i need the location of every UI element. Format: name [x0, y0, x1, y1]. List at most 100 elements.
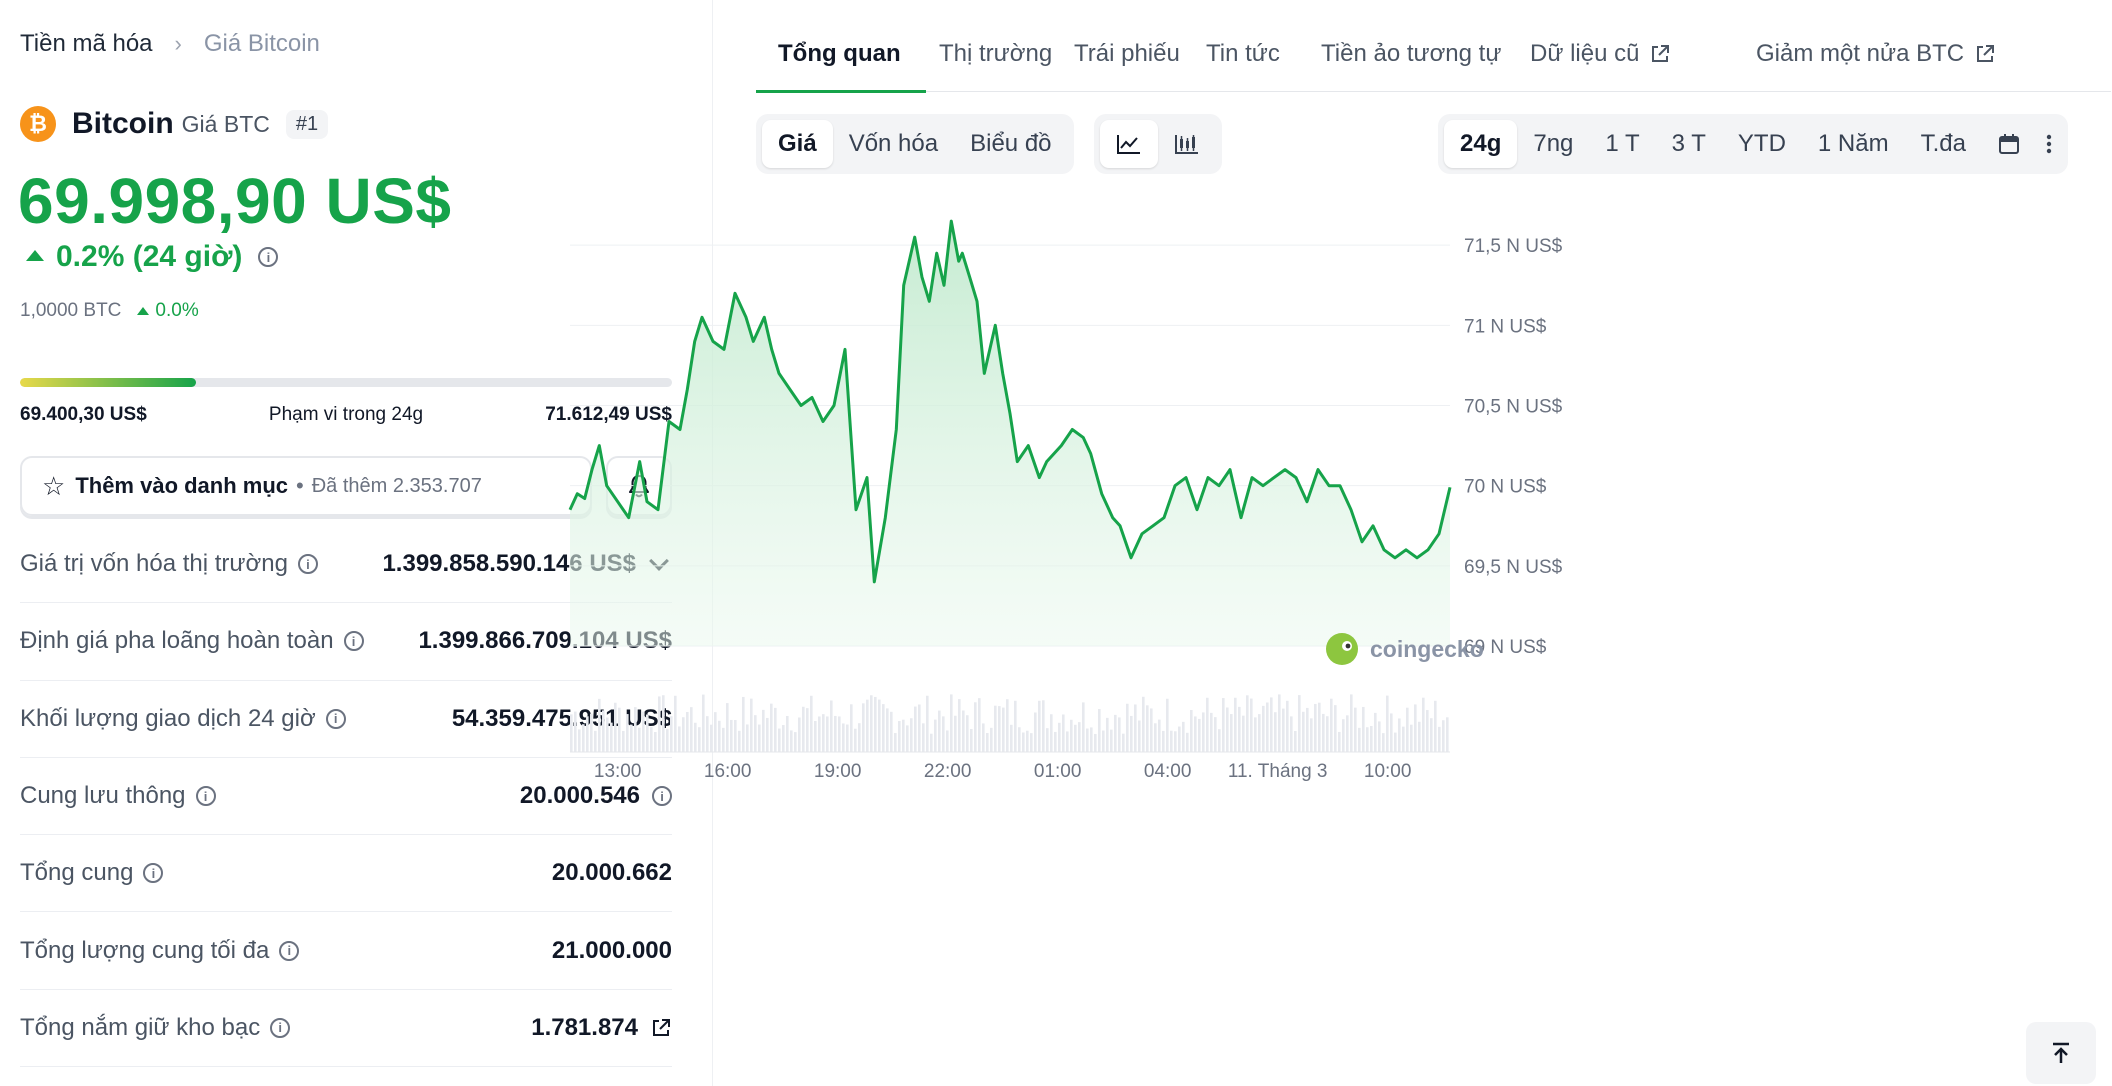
volume-bar — [914, 706, 917, 752]
price-chart[interactable]: 72 N US$71,5 N US$71 N US$70,5 N US$70 N… — [556, 156, 1912, 1086]
volume-bar — [634, 707, 637, 752]
info-icon[interactable]: i — [270, 1017, 291, 1038]
volume-bar — [1030, 733, 1033, 752]
tab-news[interactable]: Tin tức — [1206, 40, 1280, 68]
volume-bar — [742, 696, 745, 752]
info-icon[interactable]: i — [143, 863, 164, 884]
mode-price[interactable]: Giá — [762, 120, 833, 168]
info-icon[interactable]: i — [279, 940, 300, 961]
volume-bar — [802, 706, 805, 752]
volume-bar — [882, 704, 885, 752]
info-icon[interactable]: i — [297, 554, 318, 575]
range-max[interactable]: T.đa — [1920, 130, 1966, 157]
x-tick-label: 16:00 — [704, 761, 752, 782]
volume-bar — [646, 714, 649, 752]
mode-market-cap[interactable]: Vốn hóa — [848, 130, 939, 157]
volume-bar — [926, 695, 929, 752]
range-low: 69.400,30 US$ — [20, 404, 147, 425]
range-24h[interactable]: 24g — [1444, 120, 1518, 168]
mode-chart[interactable]: Biểu đồ — [970, 130, 1052, 157]
volume-bar — [1090, 727, 1093, 752]
triangle-up-icon — [26, 249, 44, 261]
volume-bar — [1058, 722, 1061, 752]
volume-bar — [834, 715, 837, 752]
volume-bar — [830, 700, 833, 752]
volume-bar — [994, 705, 997, 752]
volume-bar — [570, 714, 573, 752]
coingecko-wordmark: coingecko — [1370, 636, 1484, 662]
tab-btc-halving[interactable]: Giảm một nửa BTC — [1756, 40, 1996, 68]
stat-value: 20.000.546 i — [520, 782, 672, 810]
range-3m[interactable]: 3 T — [1671, 130, 1706, 157]
stat-value-text: 1.781.874 — [531, 1013, 638, 1041]
volume-bar — [922, 723, 925, 752]
volume-bar — [586, 716, 589, 752]
info-icon[interactable]: i — [195, 786, 216, 807]
coin-name: Bitcoin — [72, 107, 174, 140]
volume-bar — [1254, 717, 1257, 752]
range-1y[interactable]: 1 Năm — [1817, 130, 1889, 157]
volume-bar — [1050, 714, 1053, 752]
volume-bar — [630, 724, 633, 752]
volume-bar — [810, 695, 813, 752]
volume-bar — [718, 720, 721, 752]
info-icon[interactable]: i — [652, 786, 672, 807]
volume-bar — [970, 728, 973, 752]
y-tick-label: 70 N US$ — [1464, 477, 1547, 498]
x-tick-label: 19:00 — [814, 761, 862, 782]
volume-bar — [870, 695, 873, 752]
volume-bar — [1438, 726, 1441, 752]
external-link-icon[interactable] — [650, 1017, 672, 1039]
volume-bar — [874, 696, 877, 752]
calendar-icon — [1998, 134, 2019, 154]
stat-label: Tổng nắm giữ kho bạc i — [20, 1014, 291, 1042]
volume-bar — [1362, 706, 1365, 752]
scroll-to-top-button[interactable] — [2026, 1022, 2096, 1084]
tab-bonds[interactable]: Trái phiếu — [1074, 40, 1180, 68]
coin-symbol-label: Giá BTC — [181, 110, 270, 137]
tab-overview[interactable]: Tổng quan — [778, 40, 901, 68]
volume-bar — [826, 716, 829, 752]
volume-bar — [986, 733, 989, 752]
volume-bar — [1014, 700, 1017, 752]
volume-bar — [846, 724, 849, 752]
candlestick-button[interactable] — [1158, 120, 1216, 168]
info-icon[interactable]: i — [343, 631, 364, 652]
volume-bar — [1298, 695, 1301, 752]
volume-bar — [1234, 697, 1237, 752]
info-icon[interactable]: i — [258, 247, 279, 267]
volume-bar — [642, 711, 645, 752]
volume-bar — [1370, 725, 1373, 752]
breadcrumb-cryptocurrencies[interactable]: Tiền mã hóa — [20, 30, 153, 57]
volume-bar — [990, 727, 993, 752]
volume-bar — [1290, 716, 1293, 752]
stat-row-max-supply: Tổng lượng cung tối đa i 21.000.000 — [20, 912, 672, 990]
volume-bar — [622, 730, 625, 752]
x-tick-label: 22:00 — [924, 761, 972, 782]
tab-historical-data[interactable]: Dữ liệu cũ — [1530, 40, 1671, 68]
calendar-button[interactable] — [1982, 120, 2036, 168]
more-options-button[interactable] — [2036, 120, 2062, 168]
range-1m[interactable]: 1 T — [1605, 130, 1640, 157]
volume-bar — [1102, 730, 1105, 752]
volume-bar — [770, 703, 773, 752]
volume-bar — [906, 725, 909, 752]
line-chart-icon — [1117, 135, 1140, 154]
range-7d[interactable]: 7ng — [1533, 130, 1574, 157]
line-chart-button[interactable] — [1100, 120, 1158, 168]
price-line — [568, 219, 1452, 584]
volume-bar — [1246, 695, 1249, 752]
volume-bar — [1018, 727, 1021, 752]
volume-bar — [1314, 703, 1317, 752]
volume-bar — [982, 723, 985, 752]
tab-similar-coins[interactable]: Tiền ảo tương tự — [1321, 40, 1501, 68]
range-ytd[interactable]: YTD — [1737, 130, 1786, 157]
add-to-watchlist-button[interactable]: ☆ Thêm vào danh mục • Đã thêm 2.353.707 — [20, 456, 592, 516]
tab-label: Thị trường — [939, 40, 1053, 67]
volume-bar — [962, 710, 965, 752]
volume-bar — [918, 704, 921, 752]
info-icon[interactable]: i — [325, 708, 346, 729]
stats-table: Giá trị vốn hóa thị trường i 1.399.858.59… — [20, 526, 672, 1068]
tab-markets[interactable]: Thị trường — [939, 40, 1052, 68]
volume-bar — [1070, 719, 1073, 752]
